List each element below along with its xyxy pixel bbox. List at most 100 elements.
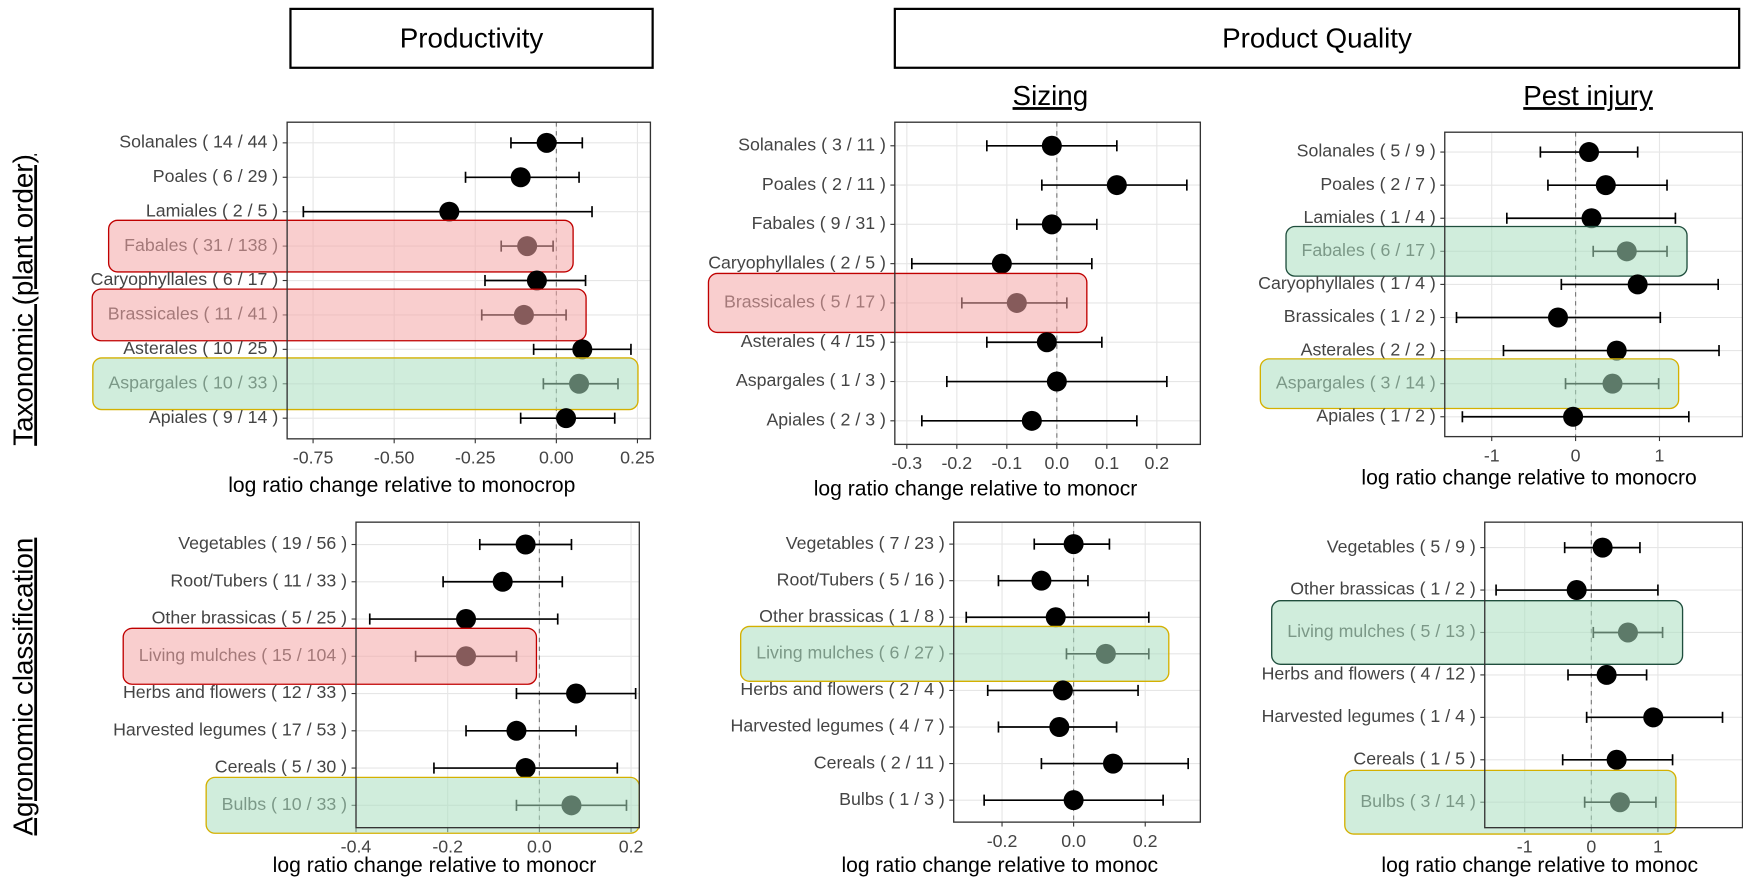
x-tick-label: -0.25	[455, 448, 496, 468]
point	[1627, 274, 1648, 295]
point	[1592, 537, 1613, 558]
y-tick-label: Harvested legumes ( 1 / 4 )	[1262, 706, 1476, 726]
y-tick-label: Apiales ( 9 / 14 )	[149, 407, 278, 427]
highlight-box	[107, 219, 574, 273]
x-tick-label: -0.2	[987, 831, 1018, 851]
y-tick-label: Solanales ( 14 / 44 )	[119, 132, 278, 152]
point	[1045, 607, 1066, 628]
highlight-box	[1259, 358, 1680, 410]
point	[1579, 142, 1600, 163]
x-tick-label: 0.25	[620, 448, 655, 468]
point	[1041, 135, 1062, 156]
point	[536, 132, 557, 153]
y-tick-label: Cereals ( 5 / 30 )	[215, 757, 347, 777]
panel: -0.3 -0.2 -0.1 0.0 0.1 0.2 Solanales ( 3 / 11 …	[707, 121, 1202, 501]
header-box	[289, 7, 654, 69]
y-tick-label: Other brassicas ( 1 / 8 )	[759, 606, 945, 626]
panel: -1 0 1 Solanales ( 5 / 9 ) Poales ( 2 / 7 ) L…	[1258, 131, 1743, 489]
y-tick-label: Brassicales ( 1 / 2 )	[1284, 306, 1436, 326]
x-tick-label: 0.2	[619, 836, 644, 856]
plot-border	[894, 121, 1202, 446]
header-productivity: Productivity	[400, 22, 544, 53]
plot-border	[355, 521, 640, 829]
highlight-box	[122, 627, 538, 685]
x-tick-label: -0.2	[432, 836, 463, 856]
point	[1547, 307, 1568, 328]
x-tick-label: 1	[1655, 445, 1665, 465]
highlight-box	[707, 272, 1088, 334]
x-tick-label: -0.50	[374, 448, 415, 468]
y-tick-label: Herbs and flowers ( 4 / 12 )	[1262, 664, 1476, 684]
y-tick-label: Caryophyllales ( 2 / 5 )	[708, 252, 886, 272]
point	[991, 253, 1012, 274]
y-tick-label: Root/Tubers ( 11 / 33 )	[170, 570, 347, 590]
point	[1063, 534, 1084, 555]
x-tick-label: 0.1	[1094, 453, 1119, 473]
point	[1643, 707, 1664, 728]
y-tick-label: Poales ( 2 / 7 )	[1320, 174, 1436, 194]
x-tick-label: 0	[1586, 836, 1596, 856]
point	[1563, 406, 1584, 427]
x-tick-label: 0.2	[1133, 831, 1158, 851]
point	[1046, 371, 1067, 392]
y-tick-label: Solanales ( 5 / 9 )	[1297, 141, 1436, 161]
y-tick-label: Herbs and flowers ( 12 / 33 )	[123, 682, 347, 702]
y-tick-label: Harvested legumes ( 4 / 7 )	[731, 716, 945, 736]
point	[515, 758, 536, 779]
point	[510, 167, 531, 188]
plot-border	[286, 121, 652, 440]
point	[1566, 580, 1587, 601]
panel: -1 0 1 Vegetables ( 5 / 9 ) Other brassicas …	[1262, 521, 1743, 877]
y-tick-label: Herbs and flowers ( 2 / 4 )	[740, 679, 944, 699]
y-tick-label: Poales ( 2 / 11 )	[762, 174, 886, 194]
point	[1021, 410, 1042, 431]
point	[492, 571, 513, 592]
y-tick-label: Lamiales ( 1 / 4 )	[1304, 207, 1436, 227]
y-tick-label: Lamiales ( 2 / 5 )	[146, 200, 278, 220]
x-tick-label: -0.4	[341, 836, 372, 856]
point	[1063, 790, 1084, 811]
x-tick-label: 1	[1653, 836, 1663, 856]
header-sizing: Sizing	[1013, 80, 1089, 111]
point	[1041, 214, 1062, 235]
highlight-box	[1285, 225, 1688, 277]
header-box	[893, 7, 1741, 69]
x-tick-label: -0.75	[293, 448, 334, 468]
y-tick-label: Apiales ( 1 / 2 )	[1316, 405, 1435, 425]
panel: -0.2 0.0 0.2 Vegetables ( 7 / 23 ) Root/Tube…	[731, 521, 1202, 877]
y-tick-label: Poales ( 6 / 29 )	[153, 166, 278, 186]
y-tick-label: Root/Tubers ( 5 / 16 )	[777, 569, 945, 589]
highlight-box	[1344, 769, 1677, 835]
plot-border	[953, 521, 1202, 823]
point	[526, 270, 547, 291]
point	[515, 534, 536, 555]
y-tick-label: Apiales ( 2 / 3 )	[766, 410, 885, 430]
point	[1106, 175, 1127, 196]
y-tick-label: Other brassicas ( 1 / 2 )	[1290, 579, 1476, 599]
y-tick-label: Cereals ( 2 / 11 )	[814, 752, 945, 772]
point	[1606, 749, 1627, 770]
x-tick-label: 0.2	[1144, 453, 1169, 473]
point	[1049, 717, 1070, 738]
y-tick-label: Other brassicas ( 5 / 25 )	[152, 608, 348, 628]
highlight-box	[205, 776, 640, 834]
highlight-box	[1271, 599, 1684, 665]
x-tick-label: -0.2	[942, 453, 973, 473]
point	[1052, 680, 1073, 701]
point	[1606, 340, 1627, 361]
point	[556, 408, 577, 429]
y-tick-label: Asterales ( 4 / 15 )	[741, 331, 886, 351]
x-tick-label: 0.0	[1061, 831, 1086, 851]
highlight-box	[739, 625, 1170, 682]
y-tick-label: Asterales ( 10 / 25 )	[123, 338, 278, 358]
header-pest-injury: Pest injury	[1523, 80, 1653, 111]
x-axis-title: log ratio change relative to monocr	[814, 478, 1138, 501]
highlight-box	[92, 357, 639, 411]
x-tick-label: 0.0	[527, 836, 552, 856]
y-tick-label: Cereals ( 1 / 5 )	[1353, 748, 1475, 768]
y-tick-label: Vegetables ( 19 / 56 )	[178, 533, 347, 553]
x-axis-title: log ratio change relative to monocro	[1361, 466, 1696, 489]
x-axis-title: log ratio change relative to monocrop	[228, 474, 575, 497]
x-tick-label: -1	[1484, 445, 1500, 465]
